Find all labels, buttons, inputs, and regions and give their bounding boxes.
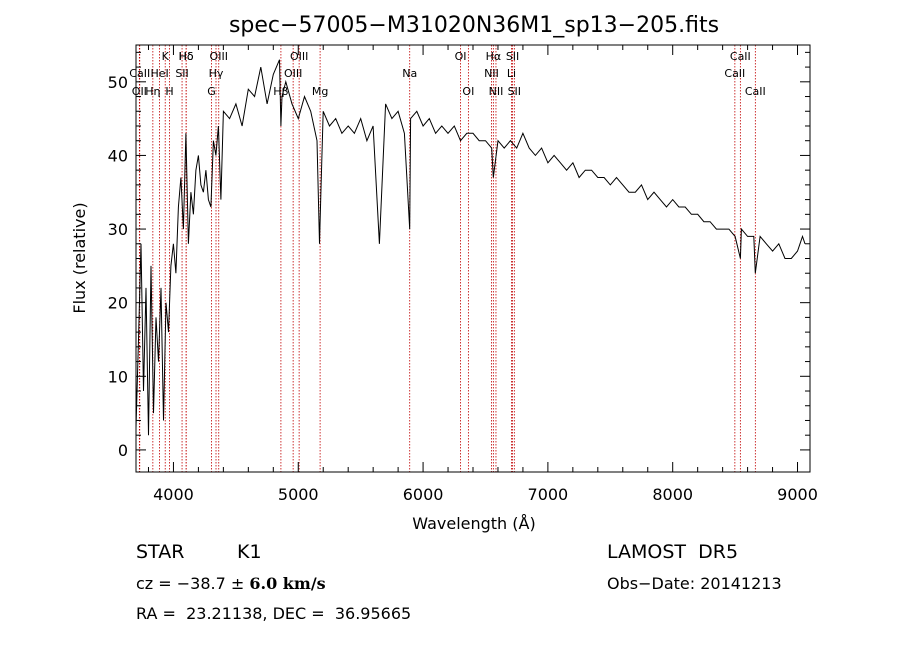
line-label-8: H <box>165 85 173 98</box>
line-label-0: Hδ <box>179 50 194 63</box>
y-tick-label-4: 40 <box>108 146 128 165</box>
line-label-1: K <box>162 50 170 63</box>
line-label-26: CaII <box>724 67 745 80</box>
line-label-11: G <box>207 85 216 98</box>
x-tick-label-3: 7000 <box>528 485 569 504</box>
y-tick-label-2: 20 <box>108 294 128 313</box>
line-label-15: Mg <box>312 85 328 98</box>
x-tick-label-4: 8000 <box>652 485 693 504</box>
x-tick-label-1: 5000 <box>278 485 319 504</box>
spectrum-line <box>135 59 806 436</box>
x-tick-label-5: 9000 <box>777 485 818 504</box>
line-label-20: SII <box>506 50 519 63</box>
spectral-line-markers <box>138 45 756 472</box>
line-label-19: Hα <box>486 50 502 63</box>
x-axis-label: Wavelength (Å) <box>412 514 535 533</box>
y-axis-label: Flux (relative) <box>70 202 89 313</box>
chart-title: spec−57005−M31020N36M1_sp13−205.fits <box>229 13 719 38</box>
velocity-error: 6.0 km/s <box>249 574 326 593</box>
line-label-3: CaII <box>129 67 150 80</box>
line-label-25: CaII <box>730 50 751 63</box>
line-label-10: Hγ <box>209 67 224 80</box>
line-label-27: CaII <box>745 85 766 98</box>
line-label-9: OIII <box>210 50 228 63</box>
line-label-14: Hβ <box>273 85 288 98</box>
x-axis: 4000 5000 6000 7000 8000 9000 <box>147 45 818 504</box>
line-label-4: HeI <box>150 67 168 80</box>
spectral-class: STAR <box>136 541 185 563</box>
line-label-7: Hη <box>145 85 160 98</box>
line-label-23: NII <box>489 85 504 98</box>
line-label-16: Na <box>402 67 417 80</box>
coordinates: RA = 23.21138, DEC = 36.95665 <box>136 604 412 623</box>
line-label-18: OI <box>462 85 474 98</box>
line-label-24: SII <box>508 85 521 98</box>
spectral-subclass: K1 <box>237 541 262 563</box>
line-label-2: Hδ <box>179 50 194 63</box>
x-tick-label-0: 4000 <box>153 485 194 504</box>
survey-label: LAMOST DR5 <box>607 541 739 563</box>
line-label-17: OI <box>455 50 467 63</box>
x-tick-label-2: 6000 <box>403 485 444 504</box>
y-axis: 0 10 20 30 40 50 <box>108 51 810 460</box>
y-tick-label-1: 10 <box>108 367 128 386</box>
obs-date: Obs−Date: 20141213 <box>607 574 782 593</box>
y-tick-label-3: 30 <box>108 220 128 239</box>
line-label-13: OIII <box>284 67 302 80</box>
line-label-21: NII <box>484 67 499 80</box>
line-label-12: OIII <box>290 50 308 63</box>
y-tick-label-0: 0 <box>118 441 128 460</box>
y-tick-label-5: 50 <box>108 73 128 92</box>
velocity-value: cz = −38.7 ± <box>136 574 250 593</box>
line-label-22: Li <box>507 67 516 80</box>
velocity-readout: cz = −38.7 ± 6.0 km/s <box>136 574 326 593</box>
line-label-5: SII <box>175 67 188 80</box>
